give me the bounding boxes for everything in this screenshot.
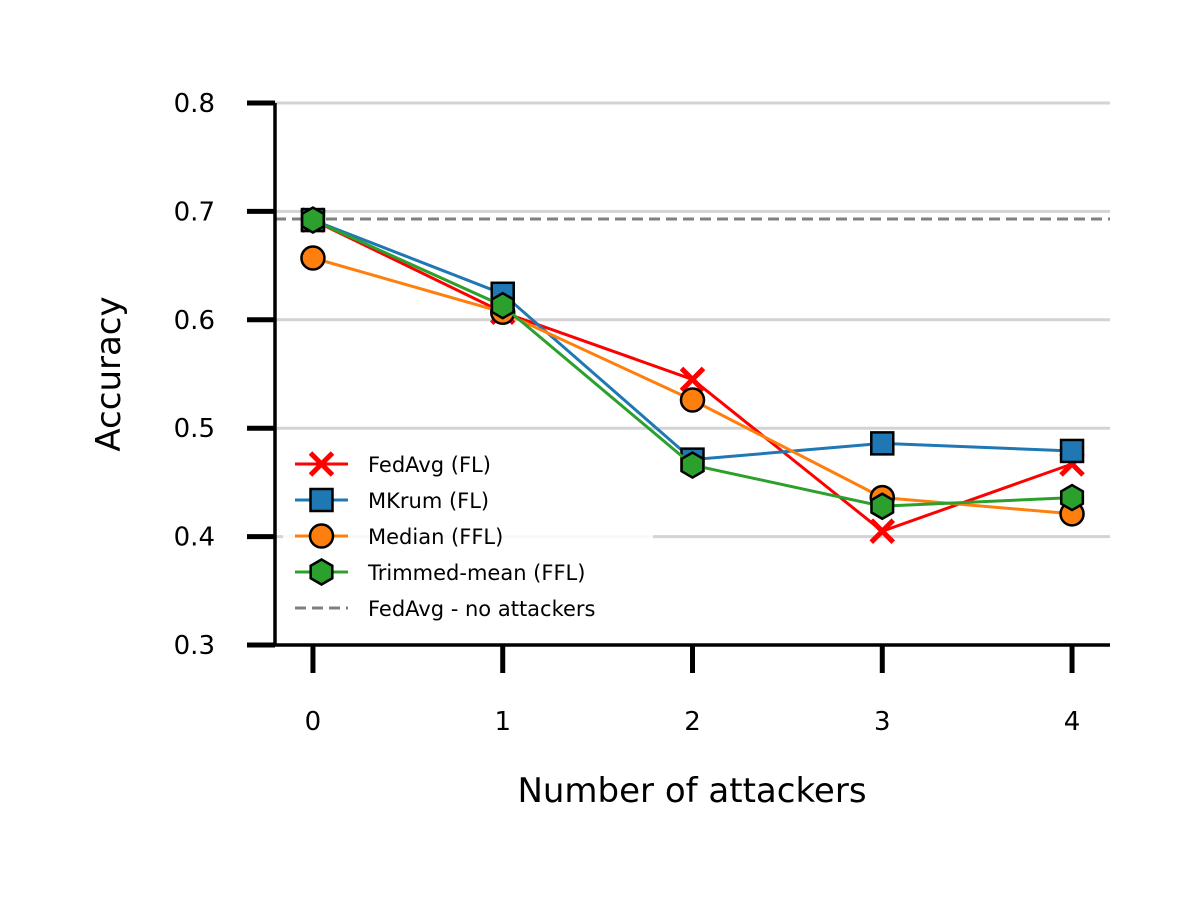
legend-item: FedAvg (FL) [295, 451, 491, 477]
data-point-x-marker [308, 451, 335, 477]
x-tick-label: 4 [1064, 707, 1081, 737]
data-point-x-marker [869, 518, 896, 544]
legend: FedAvg (FL) MKrum (FL) Median (FFL) Trimmed… [283, 443, 653, 631]
legend-label: Trimmed-mean (FFL) [367, 561, 585, 585]
legend-item: Median (FFL) [295, 523, 503, 549]
x-tick-label: 1 [494, 707, 511, 737]
series-3 [300, 206, 1085, 521]
data-point-hexagon-marker [1059, 483, 1085, 512]
data-point-square-marker [309, 487, 334, 513]
y-tick-label: 0.7 [174, 197, 215, 227]
series-layer [300, 206, 1085, 544]
data-point-hexagon-marker [680, 451, 705, 480]
series-line [312, 218, 1073, 462]
x-tick-label: 0 [305, 707, 322, 737]
legend-item: MKrum (FL) [295, 487, 489, 513]
x-axis-title: Number of attackers [517, 771, 866, 811]
legend-label: MKrum (FL) [368, 489, 489, 513]
axes-layer: 0.3 0.4 0.5 0.6 0.7 0.8 0 1 2 3 4 [174, 89, 1110, 737]
legend-item: FedAvg - no attackers [295, 597, 596, 621]
y-tick-label: 0.4 [174, 523, 215, 553]
legend-item: Trimmed-mean (FFL) [295, 558, 585, 586]
data-point-square-marker [1059, 438, 1085, 464]
data-point-hexagon-marker [309, 558, 334, 586]
x-tick-label: 3 [874, 707, 891, 737]
data-point-hexagon-marker [300, 206, 326, 235]
series-1 [300, 207, 1085, 472]
data-point-circle-marker [300, 245, 326, 271]
legend-label: FedAvg (FL) [368, 453, 491, 477]
legend-label: FedAvg - no attackers [368, 597, 596, 621]
y-tick-label: 0.3 [174, 631, 215, 661]
data-point-hexagon-marker [490, 291, 515, 320]
y-tick-label: 0.5 [174, 414, 215, 444]
data-point-circle-marker [679, 387, 706, 413]
grid-layer [275, 101, 1110, 539]
y-tick-label: 0.6 [174, 306, 215, 336]
y-axis-title: Accuracy [89, 296, 129, 451]
legend-label: Median (FFL) [368, 525, 503, 549]
y-tick-label: 0.8 [174, 89, 215, 119]
data-point-x-marker [679, 366, 706, 393]
x-tick-label: 2 [684, 707, 701, 737]
data-point-hexagon-marker [870, 492, 895, 521]
data-point-square-marker [870, 431, 895, 456]
data-point-circle-marker [308, 523, 335, 549]
